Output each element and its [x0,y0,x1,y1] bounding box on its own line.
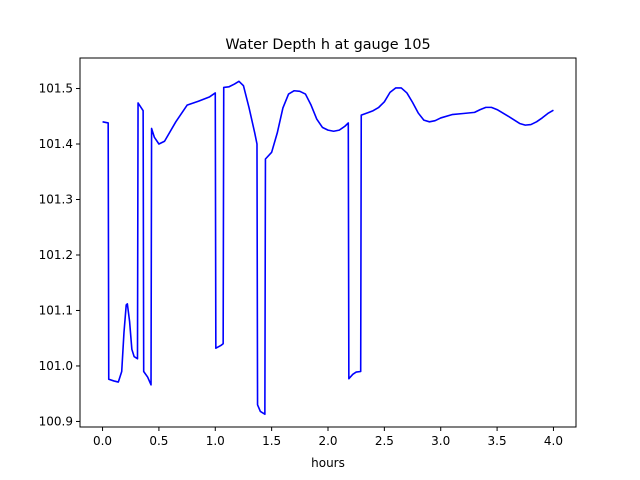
x-tick-label-4: 2.0 [318,434,337,448]
x-tick-label-2: 1.0 [206,434,225,448]
x-tick-label-1: 0.5 [149,434,168,448]
series-line-0 [102,80,554,416]
x-tick-label-7: 3.5 [488,434,507,448]
plot-area: 0.0 0.5 1.0 1.5 2.0 2.5 3.0 3.5 4.0 100.9 101.0 101… [39,57,577,448]
plot-frame [79,57,577,428]
x-tick-label-8: 4.0 [544,434,563,448]
y-tick-label-3: 101.2 [39,248,73,262]
y-tick-label-0: 100.9 [39,414,73,428]
x-tick-label-3: 1.5 [262,434,281,448]
chart-title: Water Depth h at gauge 105 [225,37,430,53]
y-tick-label-5: 101.4 [39,137,73,151]
y-tick-label-2: 101.1 [39,303,73,317]
x-axis-label: hours [311,456,345,470]
x-tick-label-0: 0.0 [93,434,112,448]
y-tick-label-1: 101.0 [39,359,73,373]
y-tick-label-4: 101.3 [39,192,73,206]
x-tick-label-6: 3.0 [431,434,450,448]
y-tick-label-6: 101.5 [39,82,73,96]
x-tick-label-5: 2.5 [375,434,394,448]
